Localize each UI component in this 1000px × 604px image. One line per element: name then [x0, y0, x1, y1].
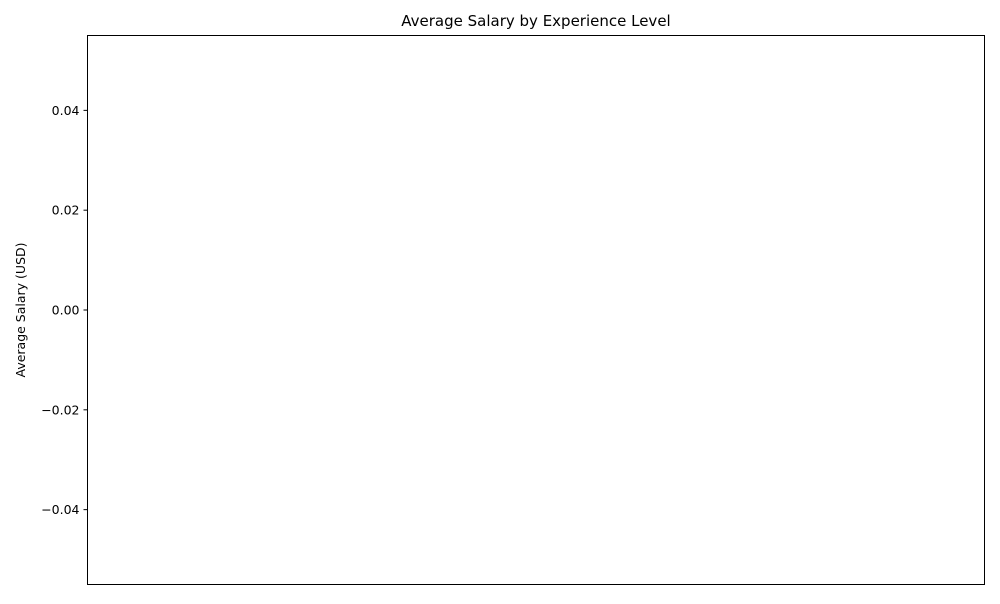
y-tick-label: 0.04 [52, 103, 80, 118]
y-tick-label: 0.02 [52, 203, 80, 218]
y-tick-label: −0.04 [41, 502, 79, 517]
y-tick-label: 0.00 [52, 303, 80, 318]
chart-title: Average Salary by Experience Level [401, 12, 670, 30]
y-tick-label: −0.02 [41, 402, 79, 417]
y-axis-label: Average Salary (USD) [13, 242, 28, 377]
